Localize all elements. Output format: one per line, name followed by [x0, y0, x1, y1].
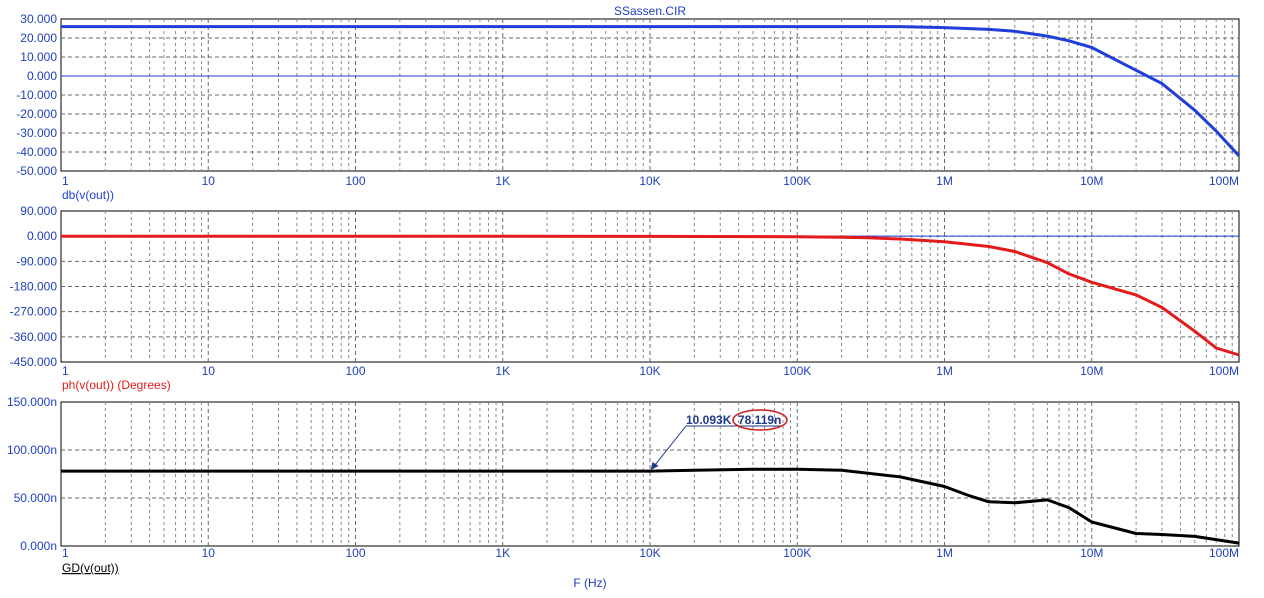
chart-title: SSassen.CIR: [614, 4, 686, 18]
x-tick-label: 10K: [639, 546, 660, 560]
x-tick-label: 1M: [936, 546, 953, 560]
x-tick-label: 100M: [1209, 174, 1239, 188]
y-tick-label: -10.000: [16, 88, 57, 102]
y-tick-label: 20.000: [20, 31, 57, 45]
y-tick-label: -270.000: [10, 305, 58, 319]
y-tick-label: -40.000: [16, 145, 57, 159]
annotation-leader-line: [652, 425, 687, 469]
x-tick-label: 1: [62, 546, 69, 560]
y-tick-label: 0.000: [27, 69, 57, 83]
plot-panel-1: 30.000 20.000 10.000 0.000 -10.000 -20.000 -30…: [16, 12, 1241, 202]
x-tick-label: 10: [202, 174, 216, 188]
x-tick-label: 10M: [1080, 364, 1103, 378]
x-tick-label: 10M: [1080, 174, 1103, 188]
grid-lines: [61, 19, 1239, 171]
curve-line: [61, 234, 1240, 357]
x-tick-label: 100M: [1209, 546, 1239, 560]
y-tick-label: -360.000: [10, 330, 58, 344]
y-tick-label: -50.000: [16, 164, 57, 178]
y-tick-label: 100.000n: [7, 443, 57, 457]
y-tick-label: 0.000n: [20, 539, 57, 553]
x-tick-label: 100K: [783, 174, 811, 188]
x-tick-label: 1M: [936, 174, 953, 188]
y-tick-label: 30.000: [20, 12, 57, 26]
curve-line: [61, 25, 1241, 157]
plot-panel-2: 90.000 0.000 -90.000 -180.000 -270.000 -360.0…: [10, 204, 1240, 392]
curve-line: [61, 467, 1240, 545]
x-tick-label: 100: [345, 364, 365, 378]
x-tick-label: 1K: [495, 174, 510, 188]
y-tick-label: 150.000n: [7, 395, 57, 409]
x-tick-label: 10K: [639, 364, 660, 378]
y-tick-label: -180.000: [10, 280, 58, 294]
grid-lines: [61, 402, 1239, 546]
plot-expression-label: ph(v(out)) (Degrees): [62, 378, 171, 392]
x-tick-label: 1M: [936, 364, 953, 378]
plot-stack: 30.00020.00010.0000.000-10.000-20.000-30…: [7, 12, 1241, 575]
x-tick-label: 1: [62, 174, 69, 188]
annotation-arrowhead: [650, 462, 659, 471]
y-tick-label: 10.000: [20, 50, 57, 64]
x-tick-label: 10M: [1080, 546, 1103, 560]
plot-expression-label: GD(v(out)): [62, 561, 119, 575]
y-tick-label: -20.000: [16, 107, 57, 121]
x-tick-label: 100K: [783, 364, 811, 378]
x-tick-label: 1K: [495, 364, 510, 378]
x-tick-label: 1: [62, 364, 69, 378]
x-tick-label: 10: [202, 364, 216, 378]
x-tick-label: 100M: [1209, 364, 1239, 378]
x-tick-label: 100: [345, 174, 365, 188]
x-axis-title: F (Hz): [573, 576, 606, 590]
y-tick-label: 50.000n: [14, 491, 57, 505]
highlight-ellipse: [732, 409, 788, 431]
y-tick-label: -30.000: [16, 126, 57, 140]
y-tick-label: -450.000: [10, 355, 58, 369]
y-tick-label: 90.000: [20, 204, 57, 218]
x-tick-label: 1K: [495, 546, 510, 560]
plot-panel-3: 150.000n 100.000n 50.000n 0.000n 1 10 100 1K 10K…: [7, 395, 1240, 575]
y-tick-label: 0.000: [27, 229, 57, 243]
plot-expression-label: db(v(out)): [62, 188, 114, 202]
annotation-x-value: 10.093K: [686, 413, 732, 427]
x-tick-label: 100: [345, 546, 365, 560]
y-tick-label: -90.000: [16, 254, 57, 268]
x-tick-label: 100K: [783, 546, 811, 560]
x-tick-label: 10K: [639, 174, 660, 188]
x-tick-label: 10: [202, 546, 216, 560]
cursor-annotation: 10.093K 78.119n: [650, 409, 788, 471]
annotation-y-value: 78.119n: [738, 413, 781, 427]
